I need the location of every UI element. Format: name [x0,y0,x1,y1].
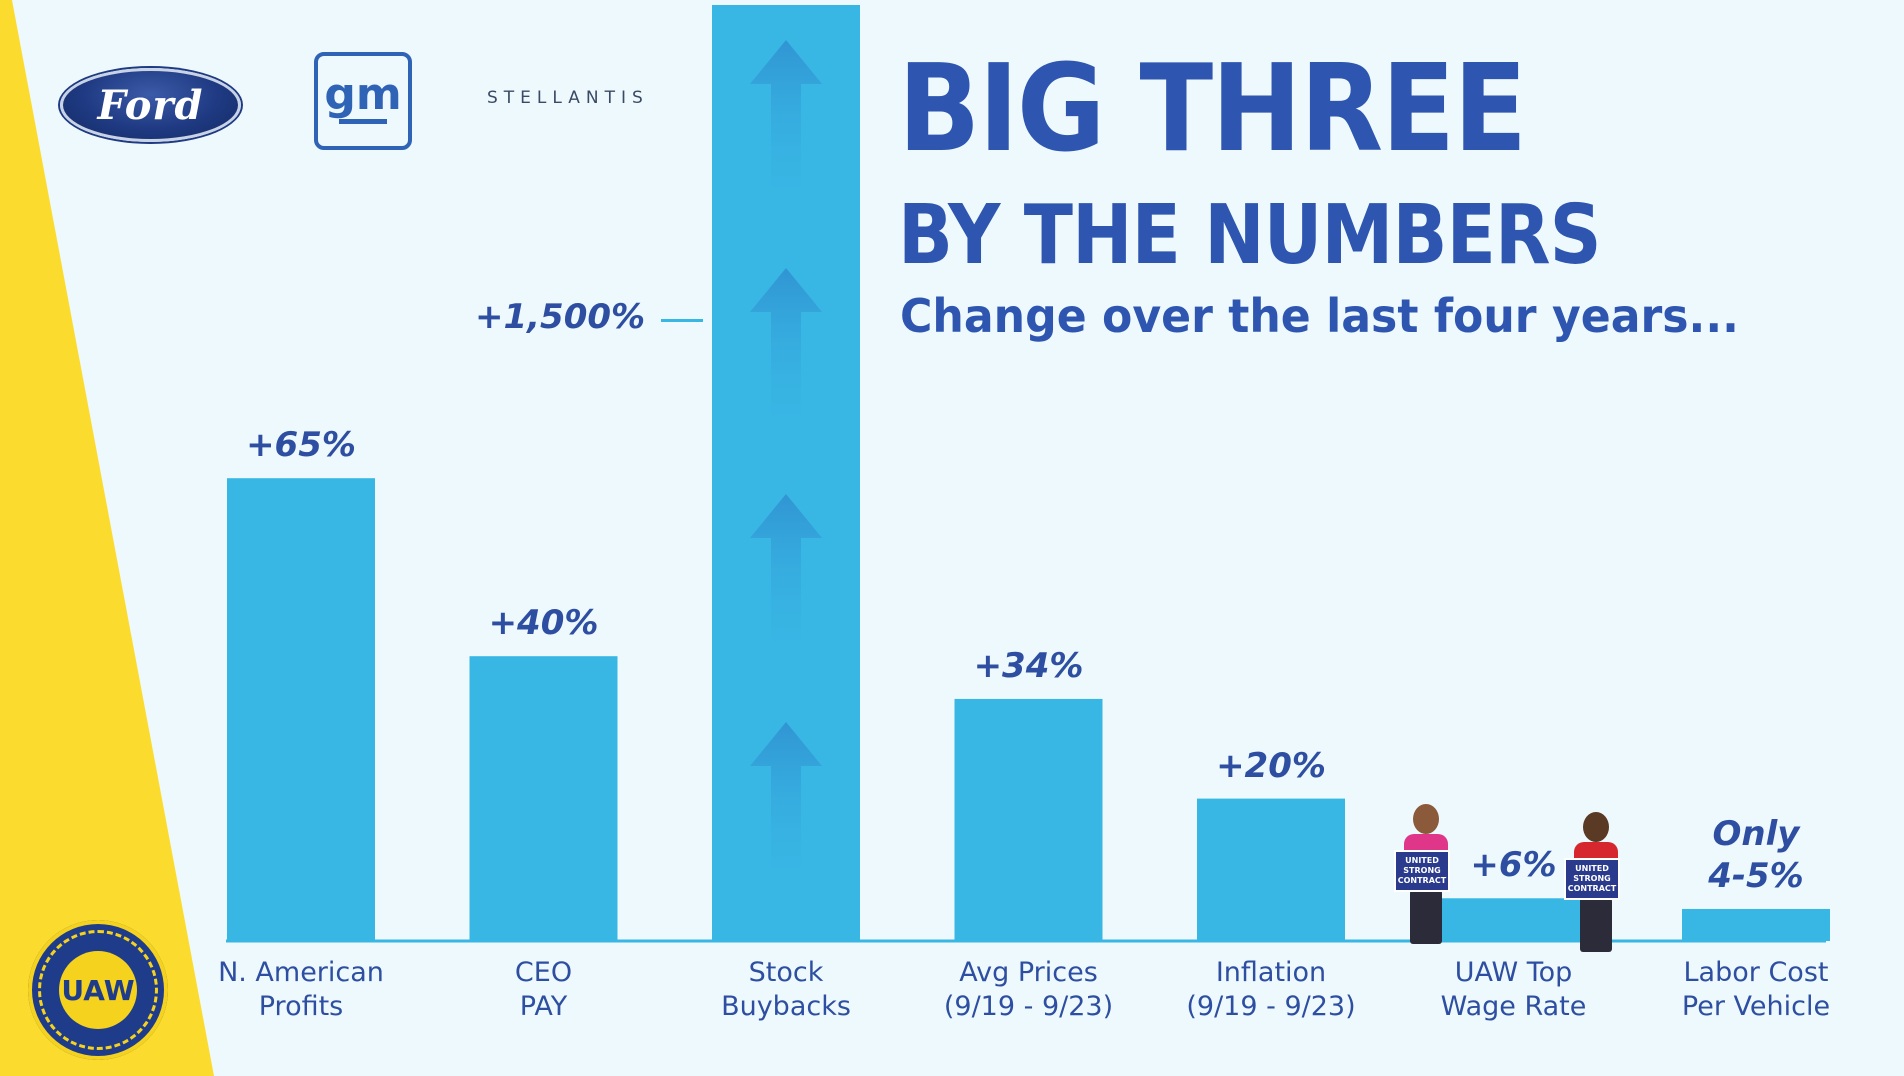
category-label-inflation-9-19-9-23: Inflation (9/19 - 9/23) [1186,957,1356,1022]
subtitle: Change over the last four years... [900,289,1739,343]
bar-avg-prices-9-19-9-23 [954,698,1103,941]
category-label-uaw-top-wage-rate: UAW Top Wage Rate [1440,957,1587,1022]
up-arrow-icon [750,494,822,664]
bar-value-label-labor-cost-per-vehicle: Only 4-5% [1708,813,1804,896]
bar-value-label-n-american-profits: +65% [246,425,356,466]
ford-logo-text: Ford [97,81,204,129]
bar-value-label-inflation-9-19-9-23: +20% [1216,745,1326,786]
bar-value-label-uaw-top-wage-rate: +6% [1470,845,1557,886]
union-sign-left: UNITED STRONG CONTRACT [1394,850,1450,892]
up-arrow-icon [750,722,822,892]
bar-inflation-9-19-9-23 [1197,798,1345,941]
bar-value-label-ceo-pay: +40% [488,603,599,644]
category-label-avg-prices-9-19-9-23: Avg Prices (9/19 - 9/23) [943,957,1114,1022]
up-arrow-icon [750,268,822,438]
bar-uaw-top-wage-rate [1439,898,1588,941]
bar-ceo-pay [469,656,618,941]
uaw-seal: UAW [28,920,168,1060]
person-legs [1410,890,1442,944]
title-line-2: BY THE NUMBERS [898,188,1602,283]
bar-labor-cost-per-vehicle [1682,908,1830,941]
category-label-stock-buybacks: Stock Buybacks [721,957,851,1022]
uaw-member-right: UNITED STRONG CONTRACT [1564,812,1628,952]
person-legs [1580,898,1612,952]
gm-logo-bar [339,118,387,124]
title-line-1: BIG THREE [898,40,1527,179]
person-head [1583,812,1609,842]
gm-logo: gm [314,52,412,150]
uaw-seal-ring [38,930,158,1050]
category-label-labor-cost-per-vehicle: Labor Cost Per Vehicle [1681,957,1831,1022]
bar-value-label-avg-prices-9-19-9-23: +34% [973,645,1084,686]
stellantis-logo: STELLANTIS [487,88,649,108]
buyback-label-connector [661,319,703,322]
bar-value-label-stock-buybacks: +1,500% [475,297,646,337]
ford-logo: Ford [60,68,241,142]
union-sign-right: UNITED STRONG CONTRACT [1564,858,1620,900]
gm-logo-text: gm [324,68,402,120]
uaw-member-left: UNITED STRONG CONTRACT [1394,804,1458,944]
person-head [1413,804,1439,834]
bar-n-american-profits [227,478,375,941]
category-label-n-american-profits: N. American Profits [218,957,384,1022]
category-label-ceo-pay: CEO PAY [514,957,573,1022]
up-arrow-icon [750,40,822,210]
